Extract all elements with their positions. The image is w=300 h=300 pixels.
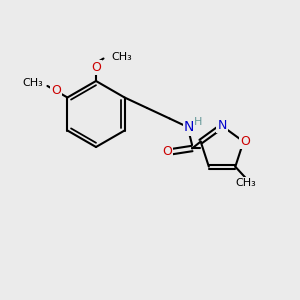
Text: O: O <box>91 61 101 74</box>
Text: CH₃: CH₃ <box>236 178 256 188</box>
Text: O: O <box>51 84 61 97</box>
Text: O: O <box>162 145 172 158</box>
Text: N: N <box>218 119 227 132</box>
Text: CH₃: CH₃ <box>111 52 132 62</box>
Text: CH₃: CH₃ <box>22 78 43 88</box>
Text: H: H <box>194 117 202 127</box>
Text: N: N <box>184 121 194 134</box>
Text: O: O <box>240 135 250 148</box>
